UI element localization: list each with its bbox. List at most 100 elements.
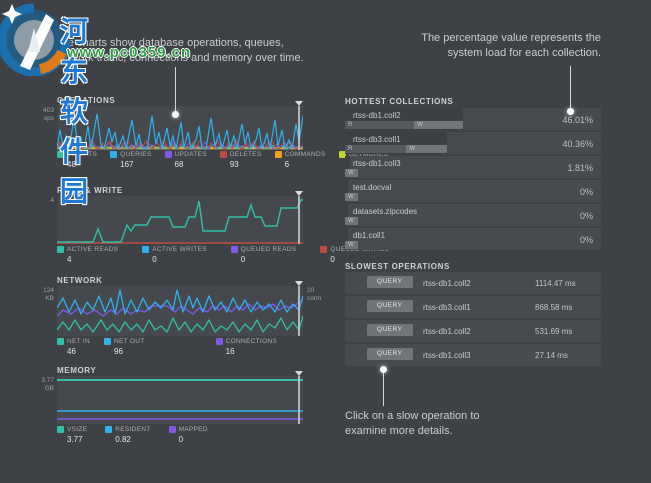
legend-item-vsize: VSIZE 3.77 (57, 426, 87, 444)
memory-chart-svg (57, 379, 303, 420)
operations-chart[interactable] (57, 101, 303, 150)
commands-swatch-icon (274, 151, 282, 158)
slow-operation-row[interactable]: QUERY rtss-db1.coll2 1114.47 ms (345, 272, 601, 294)
read-write-bar: W (345, 193, 601, 201)
percent-note-pointer-line (570, 66, 571, 108)
read-write-bar: W (345, 169, 601, 177)
time-scrubber[interactable] (298, 106, 300, 150)
slowop-note: Click on a slow operation to examine mor… (345, 409, 565, 439)
read-write-bar: W (345, 241, 601, 249)
legend-item-mapped: MAPPED 0 (168, 426, 208, 444)
network-chart[interactable] (57, 281, 303, 336)
percent-note: The percentage value represents the syst… (371, 31, 601, 61)
time-scrubber-handle-icon[interactable] (295, 191, 303, 196)
operations-y-max: 403 (43, 107, 54, 114)
legend-item-inserts: INSERTS 48 (57, 151, 97, 169)
readwrite-y-axis: 4 (30, 197, 54, 205)
network-y-axis: 124 KB (30, 287, 54, 303)
collection-name: rtss-db1.coll3 (353, 159, 401, 168)
legend-item-active-reads: ACTIVE READS 4 (57, 246, 118, 264)
memory-y-max: 3.77 (41, 377, 54, 384)
load-percent: 0% (579, 187, 593, 197)
operation-collection: rtss-db3.coll1 (423, 303, 471, 312)
load-percent: 40.36% (562, 139, 593, 149)
hottest-collection-row[interactable]: rtss-db1.coll2 46.01% R W (345, 108, 601, 130)
memory-y-unit: GB (44, 385, 54, 392)
time-scrubber-handle-icon[interactable] (295, 281, 303, 286)
time-scrubber-handle-icon[interactable] (295, 101, 303, 106)
active-reads-swatch-icon (57, 246, 64, 253)
vsize-swatch-icon (57, 426, 64, 433)
query-op-button[interactable]: QUERY (367, 324, 413, 336)
time-scrubber[interactable] (298, 376, 300, 424)
legend-item-active-writes: ACTIVE WRITES 0 (142, 246, 206, 264)
connections-swatch-icon (215, 338, 223, 345)
load-percent: 0% (579, 235, 593, 245)
readwrite-chart-svg (57, 199, 303, 244)
legend-item-updates: UPDATES 68 (164, 151, 207, 169)
hottest-collection-row[interactable]: rtss-db3.coll1 40.36% R W (345, 132, 601, 154)
operation-duration: 27.14 ms (535, 351, 568, 360)
read-segment: R (345, 145, 407, 153)
legend-item-resident: RESIDENT 0.82 (105, 426, 150, 444)
hottest-collection-row[interactable]: db1.coll1 0% W (345, 228, 601, 250)
operation-collection: rtss-db1.coll2 (423, 327, 471, 336)
read-write-bar: R W (345, 121, 601, 129)
operations-legend: INSERTS 48 QUERIES 167 UPDATES 68 DELETE… (57, 151, 388, 169)
hottest-collection-row[interactable]: test.docval 0% W (345, 180, 601, 202)
legend-item-commands: COMMANDS 6 (274, 151, 326, 169)
operations-chart-svg (57, 113, 303, 150)
charts-note-pointer-dot (172, 111, 179, 118)
slowop-note-line2: examine more details. (345, 425, 453, 437)
memory-legend: VSIZE 3.77 RESIDENT 0.82 MAPPED 0 (57, 426, 307, 444)
charts-note: The charts show database operations, que… (55, 36, 355, 66)
percent-note-pointer-dot (567, 108, 574, 115)
query-op-button[interactable]: QUERY (367, 300, 413, 312)
percent-note-line1: The percentage value represents the (421, 32, 601, 44)
network-legend: NET IN 46 NET OUT 96 CONNECTIONS 16 (57, 338, 307, 356)
readwrite-chart[interactable] (57, 191, 303, 244)
active-writes-swatch-icon (142, 246, 150, 253)
legend-item-net-in: NET IN 46 (57, 338, 90, 356)
network-y-max: 124 (43, 287, 54, 294)
memory-title: MEMORY (57, 366, 97, 375)
operation-duration: 531.69 ms (535, 327, 573, 336)
load-bar (345, 228, 348, 250)
readwrite-y-max: 4 (50, 197, 54, 204)
collection-name: rtss-db1.coll2 (353, 111, 401, 120)
load-percent: 46.01% (562, 115, 593, 125)
time-scrubber[interactable] (298, 196, 300, 244)
updates-swatch-icon (164, 151, 172, 158)
query-op-button[interactable]: QUERY (367, 276, 413, 288)
memory-chart[interactable] (57, 371, 303, 424)
operations-y-axis: 403 ops (30, 107, 54, 123)
slow-operation-row[interactable]: QUERY rtss-db1.coll2 531.69 ms (345, 320, 601, 342)
time-scrubber-handle-icon[interactable] (295, 371, 303, 376)
net-out-swatch-icon (104, 338, 111, 345)
hottest-collection-row[interactable]: datasets.zipcodes 0% W (345, 204, 601, 226)
legend-item-deletes: DELETES 93 (219, 151, 262, 169)
read-write-bar: R W (345, 145, 601, 153)
slow-operation-row[interactable]: QUERY rtss-db1.coll3 27.14 ms (345, 344, 601, 366)
queued-writes-swatch-icon (320, 246, 328, 253)
network-title: NETWORK (57, 276, 103, 285)
read-write-bar: W (345, 217, 601, 225)
write-segment: W (414, 121, 463, 129)
network-right-unit: conn (307, 295, 322, 302)
collection-name: datasets.zipcodes (353, 207, 418, 216)
deletes-swatch-icon (219, 151, 227, 158)
query-op-button[interactable]: QUERY (367, 348, 413, 360)
write-segment: W (345, 169, 358, 177)
load-percent: 0% (579, 211, 593, 221)
hottest-collections-title: HOTTEST COLLECTIONS (345, 97, 454, 106)
slow-operation-row[interactable]: QUERY rtss-db3.coll1 868.58 ms (345, 296, 601, 318)
write-segment: W (345, 241, 358, 249)
getmores-swatch-icon (338, 151, 346, 158)
slowop-note-pointer-dot (380, 366, 387, 373)
hottest-collection-row[interactable]: rtss-db1.coll3 1.81% W (345, 156, 601, 178)
load-bar (345, 156, 351, 178)
read-segment: R (345, 121, 415, 129)
time-scrubber[interactable] (298, 286, 300, 336)
queued-reads-swatch-icon (230, 246, 238, 253)
network-y-unit: KB (45, 295, 54, 302)
